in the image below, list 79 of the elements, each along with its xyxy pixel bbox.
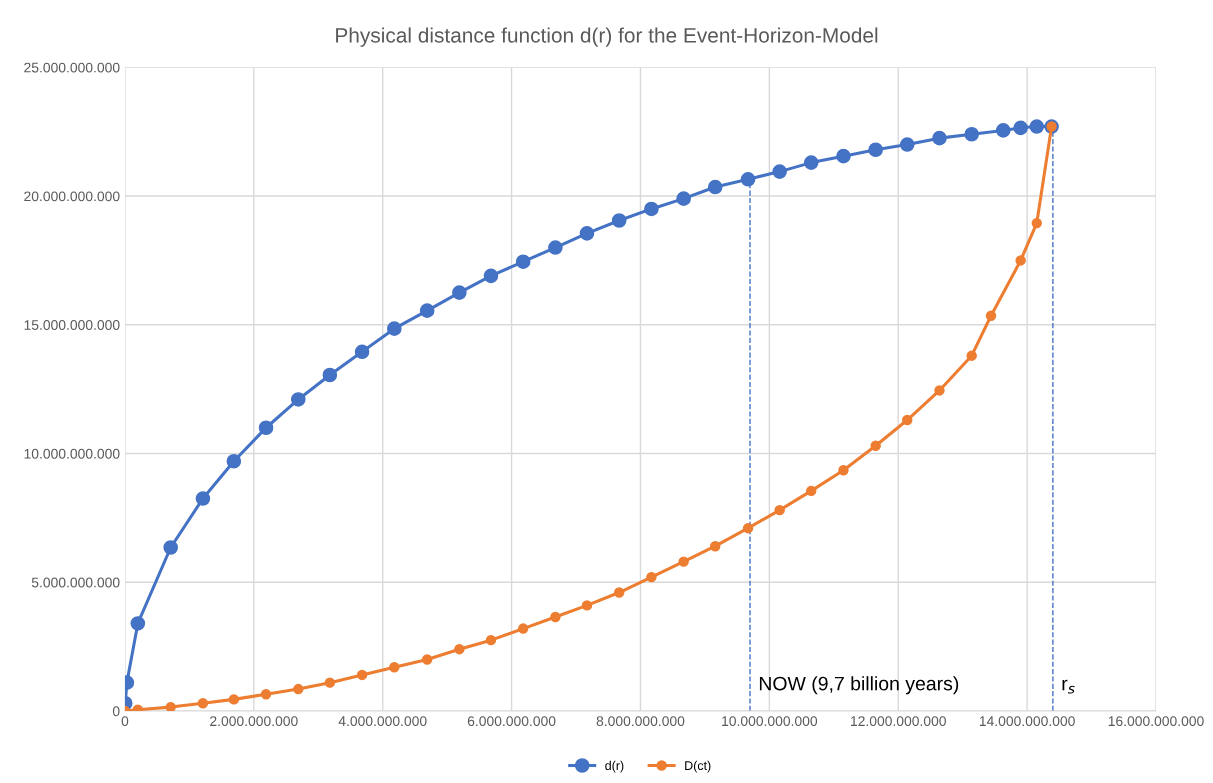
- point: [707, 179, 723, 195]
- point: [581, 600, 593, 611]
- y-tick-label: 20.000.000.000: [24, 191, 120, 202]
- point: [324, 677, 336, 688]
- point: [1029, 119, 1045, 134]
- point: [646, 571, 657, 583]
- point: [613, 587, 625, 598]
- point: [868, 142, 883, 158]
- point: [419, 303, 435, 318]
- point: [290, 392, 306, 407]
- point: [548, 240, 563, 255]
- legend-label: d(r): [605, 760, 624, 773]
- point: [932, 130, 947, 146]
- point: [806, 485, 817, 497]
- point: [421, 654, 433, 665]
- x-tick-label: 4.000.000.000: [338, 716, 427, 727]
- point: [130, 616, 146, 631]
- point: [870, 440, 881, 451]
- point: [934, 385, 945, 396]
- x-tick-label: 12.000.000.000: [851, 716, 946, 727]
- point: [1015, 255, 1026, 266]
- y-tick-label: 15.000.000.000: [24, 320, 120, 330]
- point: [228, 694, 240, 705]
- y-tick-label: 0: [112, 706, 120, 717]
- point: [356, 669, 368, 681]
- point: [995, 123, 1011, 138]
- chart-title: Physical distance function d(r) for the Event-Horizon-Model: [336, 27, 878, 47]
- point: [803, 155, 819, 170]
- point: [899, 137, 915, 152]
- point: [515, 254, 531, 270]
- point: [260, 689, 272, 700]
- point: [452, 285, 467, 300]
- point: [742, 522, 754, 534]
- ref-line-label: r$_{s}$: [1062, 679, 1075, 694]
- point: [387, 321, 402, 336]
- point: [389, 661, 400, 673]
- point: [678, 556, 689, 567]
- point: [966, 350, 977, 361]
- x-tick-label: 14.000.000.000: [979, 716, 1075, 727]
- point: [611, 213, 627, 228]
- point: [197, 698, 209, 709]
- x-tick-label: 2.000.000.000: [210, 716, 298, 727]
- y-tick-label: 25.000.000.000: [24, 62, 120, 73]
- ref-line-label: NOW (9,7 billion years): [759, 676, 959, 695]
- point: [226, 453, 242, 469]
- point: [579, 226, 595, 241]
- point: [454, 643, 465, 655]
- point: [165, 701, 176, 711]
- point: [293, 683, 304, 695]
- point: [964, 126, 979, 142]
- y-tick-label: 10.000.000.000: [24, 448, 120, 459]
- point: [258, 420, 274, 436]
- point: [838, 465, 849, 476]
- point: [517, 623, 529, 634]
- x-tick-label: 6.000.000.000: [467, 716, 556, 727]
- point: [772, 164, 787, 179]
- point: [985, 310, 997, 321]
- point: [322, 367, 338, 383]
- point: [485, 634, 497, 646]
- point: [902, 414, 913, 426]
- point: [483, 268, 499, 284]
- point: [195, 491, 211, 506]
- point: [710, 540, 721, 552]
- y-tick-label: 5.000.000.000: [31, 577, 120, 588]
- point: [836, 148, 851, 164]
- x-tick-label: 16.000.000.000: [1108, 716, 1204, 727]
- point: [1031, 217, 1042, 229]
- x-tick-label: 8.000.000.000: [596, 716, 685, 727]
- point: [774, 504, 785, 516]
- point: [1013, 120, 1028, 136]
- point: [676, 191, 691, 206]
- x-tick-label: 0: [121, 716, 129, 727]
- legend-label: D(ct): [685, 760, 711, 773]
- point: [550, 611, 561, 623]
- x-tick-label: 10.000.000.000: [722, 716, 818, 727]
- point: [354, 344, 370, 360]
- point: [163, 540, 178, 555]
- point: [740, 172, 756, 187]
- point: [644, 201, 659, 217]
